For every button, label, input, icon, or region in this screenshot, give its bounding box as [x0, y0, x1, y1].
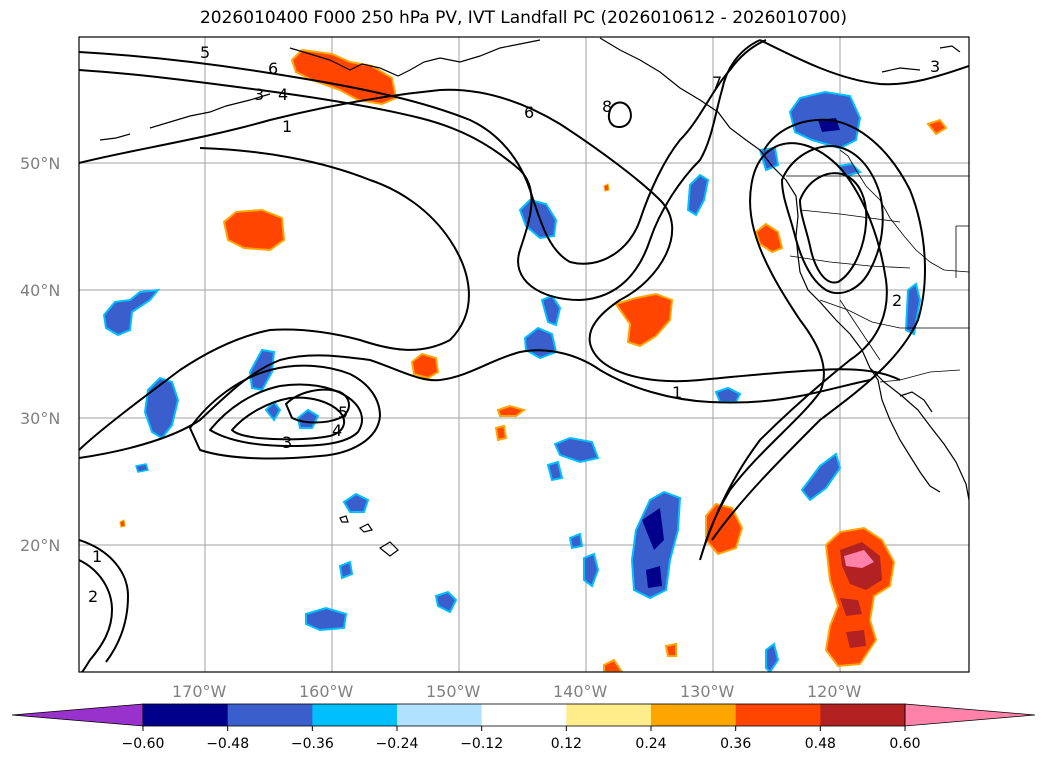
colorbar-outline [142, 703, 906, 727]
ivt-contours [79, 39, 969, 672]
colorbar-tick-label: −0.12 [460, 736, 503, 752]
contour-label: 3 [254, 85, 264, 104]
colorbar-tick-label: 0.24 [635, 736, 666, 752]
contour-label: 4 [278, 85, 288, 104]
contour-label: 1 [672, 383, 682, 402]
colorbar-box [227, 704, 313, 726]
colorbar-tick-label: 0.60 [889, 736, 920, 752]
colorbar-tick-label: −0.48 [206, 736, 249, 752]
lat-label: 20°N [20, 536, 60, 555]
contour-label: 6 [268, 59, 278, 78]
colorbar-tick-label: −0.60 [122, 736, 165, 752]
contour-label: 8 [602, 97, 612, 116]
coastlines [99, 37, 969, 557]
lon-label: 170°W [172, 682, 227, 701]
colorbar: −0.60 −0.48 −0.36 −0.24 −0.12 0.12 0.24 0.36 0.4… [11, 703, 1036, 752]
contour-label: 3 [930, 57, 940, 76]
colorbar-tick-label: −0.24 [376, 736, 419, 752]
colorbar-box [735, 704, 821, 726]
lon-label: 140°W [553, 682, 608, 701]
colorbar-box [397, 704, 483, 726]
colorbar-box [143, 704, 229, 726]
lat-label: 30°N [20, 409, 60, 428]
contour-label: 4 [332, 421, 342, 440]
lon-label: 160°W [299, 682, 354, 701]
map-title: 2026010400 F000 250 hPa PV, IVT Landfall… [199, 8, 847, 28]
lon-label: 130°W [680, 682, 735, 701]
colorbar-box [566, 704, 652, 726]
contour-label: 1 [282, 117, 292, 136]
colorbar-tick-label: −0.36 [291, 736, 334, 752]
contour-label: 5 [338, 403, 348, 422]
contour-label: 3 [282, 433, 292, 452]
borders [786, 149, 969, 383]
contour-label: 5 [200, 43, 210, 62]
colorbar-box [820, 704, 906, 726]
map-frame [78, 36, 970, 673]
contour-label: 2 [892, 291, 902, 310]
colorbar-extension-high [904, 703, 1036, 727]
colorbar-tick-label: 0.48 [805, 736, 836, 752]
longitude-labels: 170°W 160°W 150°W 140°W 130°W 120°W [172, 682, 862, 701]
colorbar-box [312, 704, 398, 726]
lon-label: 120°W [807, 682, 862, 701]
colorbar-tick-label: 0.12 [551, 736, 582, 752]
colorbar-box [481, 704, 567, 726]
contour-label: 1 [92, 547, 102, 566]
lon-label: 150°W [426, 682, 481, 701]
colorbar-extension-low [11, 703, 144, 727]
contour-label: 7 [712, 73, 722, 92]
contour-label: 2 [88, 587, 98, 606]
colorbar-box [651, 704, 737, 726]
latitude-labels: 50°N 40°N 30°N 20°N [20, 154, 60, 555]
lat-label: 40°N [20, 281, 60, 300]
lat-label: 50°N [20, 154, 60, 173]
colorbar-tick-label: 0.36 [720, 736, 751, 752]
contour-label: 6 [524, 103, 534, 122]
contour-labels: 5 6 3 4 1 6 8 7 3 5 4 3 1 2 1 2 [88, 43, 940, 606]
